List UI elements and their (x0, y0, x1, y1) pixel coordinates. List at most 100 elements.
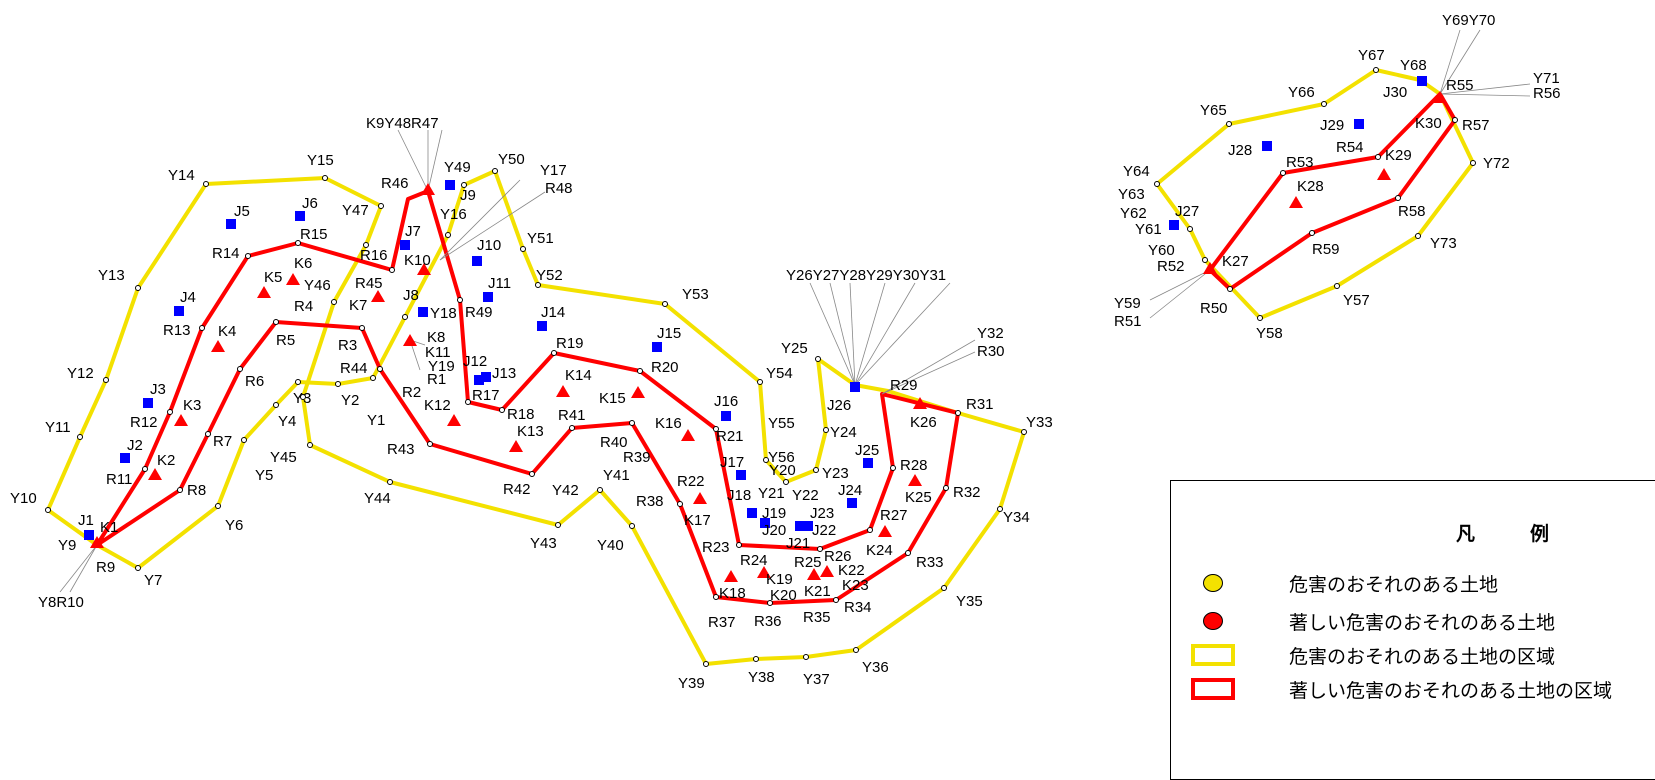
map-label: K13 (517, 423, 544, 440)
map-label: Y33 (1026, 414, 1053, 431)
map-label: K18 (719, 585, 746, 602)
red-zone-boundary-main (95, 189, 960, 605)
map-label: J14 (541, 304, 565, 321)
map-label: Y44 (364, 490, 391, 507)
map-label: Y15 (307, 152, 334, 169)
map-label: R50 (1200, 300, 1228, 317)
red-rectangle-icon (1191, 678, 1235, 700)
map-label: J30 (1383, 84, 1407, 101)
map-label: K2 (157, 452, 175, 469)
map-label: Y2 (341, 392, 359, 409)
map-label: K26 (910, 414, 937, 431)
map-label: K8 (427, 329, 445, 346)
map-label: R8 (187, 482, 206, 499)
map-label: R22 (677, 473, 705, 490)
map-label: R49 (465, 304, 493, 321)
map-label: Y17 (540, 162, 567, 179)
legend-item-label: 著しい危害のおそれのある土地の区域 (1289, 680, 1613, 702)
map-label: R56 (1533, 85, 1561, 102)
map-label: J5 (234, 203, 250, 220)
map-label: J8 (403, 287, 419, 304)
map-label: K7 (349, 297, 367, 314)
map-label: R36 (754, 613, 782, 630)
map-label: Y54 (766, 365, 793, 382)
map-label: Y13 (98, 267, 125, 284)
map-label: R16 (360, 247, 388, 264)
map-label: J13 (492, 365, 516, 382)
map-label: J16 (714, 393, 738, 410)
map-label: Y52 (536, 267, 563, 284)
map-label: Y39 (678, 675, 705, 692)
map-label: Y18 (430, 305, 457, 322)
map-label: Y61 (1135, 221, 1162, 238)
map-label: R18 (507, 406, 535, 423)
map-label: K21 (804, 583, 831, 600)
map-label: J1 (78, 512, 94, 529)
map-label: J6 (302, 195, 318, 212)
map-label: R28 (900, 457, 928, 474)
map-label: Y46 (304, 277, 331, 294)
map-label: R51 (1114, 313, 1142, 330)
map-legend: 凡 例 危害のおそれのある土地 著しい危害のおそれのある土地 危害のおそれのある… (1170, 480, 1655, 780)
map-label: Y68 (1400, 57, 1427, 74)
j-markers (84, 76, 1427, 540)
map-label: R9 (96, 559, 115, 576)
map-label: J18 (727, 487, 751, 504)
map-label: Y34 (1003, 509, 1030, 526)
map-label: Y65 (1200, 102, 1227, 119)
map-label: Y66 (1288, 84, 1315, 101)
map-label: R21 (716, 428, 744, 445)
map-label: Y55 (768, 415, 795, 432)
map-label: Y4 (278, 413, 296, 430)
map-label: R1 (427, 371, 446, 388)
map-label: Y19 (428, 358, 455, 375)
map-label: R58 (1398, 203, 1426, 220)
map-label: K24 (866, 542, 893, 559)
map-label: R43 (387, 441, 415, 458)
yellow-circle-icon (1191, 572, 1235, 594)
map-label: Y64 (1123, 163, 1150, 180)
map-label: J3 (150, 381, 166, 398)
k-markers (90, 91, 1447, 582)
map-label: K10 (404, 252, 431, 269)
map-label: Y50 (498, 151, 525, 168)
map-label: K14 (565, 367, 592, 384)
map-label: Y42 (552, 482, 579, 499)
map-label: K16 (655, 415, 682, 432)
map-label: Y10 (10, 490, 37, 507)
map-label: J12 (463, 353, 487, 370)
map-label: J27 (1175, 203, 1199, 220)
map-label: R7 (213, 433, 232, 450)
map-label: R52 (1157, 258, 1185, 275)
map-label: R3 (338, 337, 357, 354)
map-label: R6 (245, 373, 264, 390)
map-label: Y25 (781, 340, 808, 357)
map-label: R24 (740, 552, 768, 569)
map-label: J17 (720, 454, 744, 471)
map-label: R4 (294, 298, 313, 315)
map-label: R14 (212, 245, 240, 262)
map-label: Y45 (270, 449, 297, 466)
map-label: K29 (1385, 147, 1412, 164)
legend-item-label: 著しい危害のおそれのある土地 (1289, 612, 1556, 634)
map-label: K28 (1297, 178, 1324, 195)
map-label: R53 (1286, 154, 1314, 171)
map-label: J20 (762, 522, 786, 539)
map-label: K25 (905, 489, 932, 506)
map-label: Y60 (1148, 242, 1175, 259)
map-label: Y1 (367, 412, 385, 429)
map-label: R17 (472, 387, 500, 404)
map-label: J26 (827, 397, 851, 414)
map-label: K4 (218, 323, 236, 340)
map-label: Y38 (748, 669, 775, 686)
map-label: R37 (708, 614, 736, 631)
map-label: Y57 (1343, 292, 1370, 309)
map-label: Y71 (1533, 70, 1560, 87)
legend-item-label: 危害のおそれのある土地 (1289, 574, 1499, 596)
map-label: R15 (300, 226, 328, 243)
map-label: Y51 (527, 230, 554, 247)
map-label: K11 (425, 344, 451, 361)
map-label: R29 (890, 377, 918, 394)
map-label: Y24 (830, 424, 857, 441)
map-label: Y73 (1430, 235, 1457, 252)
